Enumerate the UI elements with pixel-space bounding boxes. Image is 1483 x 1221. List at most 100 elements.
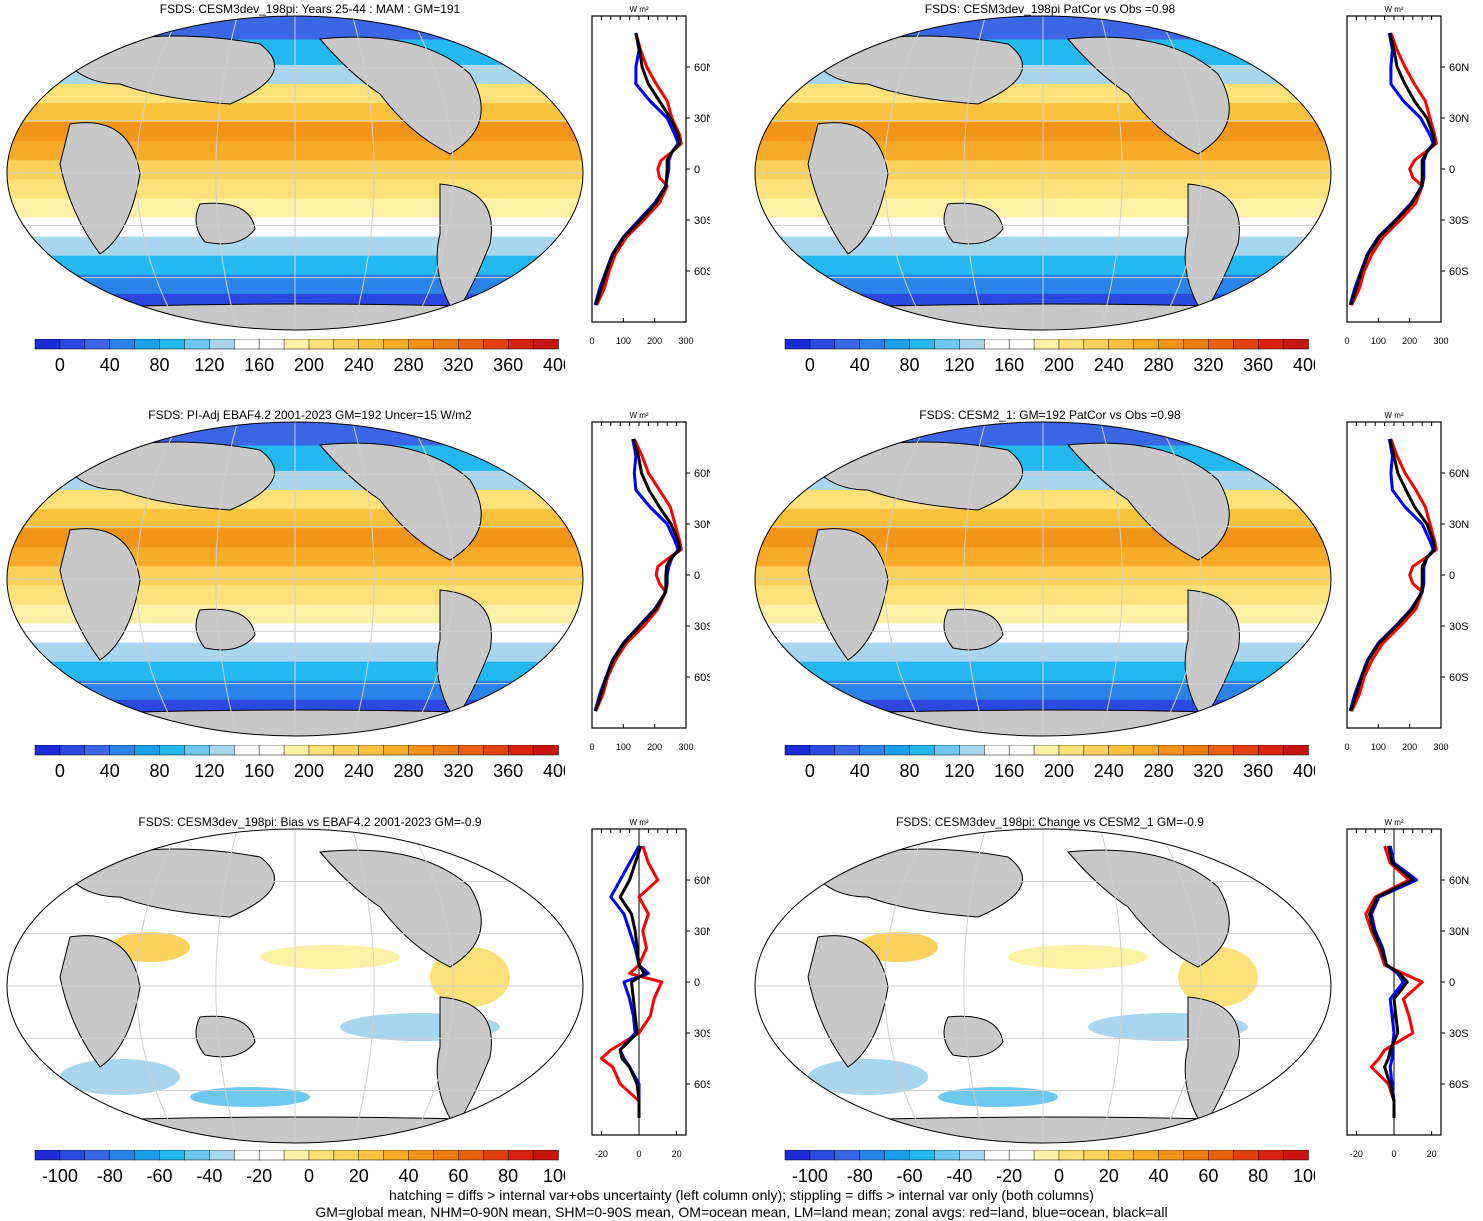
colorbar-swatch	[109, 745, 136, 756]
footer-line-2: GM=global mean, NHM=0-90N mean, SHM=0-90…	[315, 1204, 1168, 1220]
zonal-unit-label: W m²	[629, 411, 648, 420]
zonal-mean-plot: W m² 60N 30N 0 30S 60S 0 100 200 300	[1344, 5, 1469, 346]
series-line-all	[1349, 438, 1437, 712]
colorbar-swatch	[1083, 745, 1110, 756]
colorbar-swatch	[184, 339, 211, 350]
colorbar-swatch	[308, 745, 335, 756]
colorbar-tick-label: 0	[805, 761, 815, 781]
colorbar-swatch	[1282, 745, 1309, 756]
colorbar-swatch	[1257, 1150, 1284, 1161]
colorbar-swatch	[1008, 745, 1035, 756]
longitude-line	[1100, 422, 1123, 736]
colorbar-swatch	[507, 339, 534, 350]
colorbar-tick-label: 0	[55, 761, 65, 781]
map-border	[6, 15, 584, 331]
colorbar-swatch	[909, 339, 936, 350]
x-tick-label: 0	[1391, 1149, 1396, 1159]
colorbar-swatch	[1233, 745, 1259, 756]
lat-tick-label: 0	[694, 164, 700, 176]
zonal-unit-label: W m²	[629, 5, 648, 14]
anomaly-patch	[190, 1087, 310, 1107]
colorbar-swatch	[233, 339, 260, 350]
colorbar-swatch	[1033, 1150, 1060, 1161]
colorbar-swatch	[859, 745, 886, 756]
lat-tick-label: 0	[694, 977, 700, 989]
colorbar-tick-label: 360	[1243, 355, 1273, 375]
longitude-line	[963, 829, 986, 1143]
colorbar-tick-label: 360	[493, 761, 523, 781]
colorbar-swatch	[1208, 745, 1235, 756]
longitude-line	[136, 16, 181, 330]
land-mass	[318, 36, 482, 155]
colorbar-swatch	[959, 745, 985, 756]
map-plot	[754, 421, 1332, 737]
longitude-line	[1100, 829, 1123, 1143]
land-mass	[807, 122, 889, 255]
colorbar-swatch	[458, 745, 485, 756]
colorbar-swatch	[383, 745, 410, 756]
land-mass	[807, 35, 1024, 105]
x-tick-label: 100	[616, 742, 631, 752]
colorbar-swatch	[834, 745, 861, 756]
longitude-line	[1157, 422, 1202, 736]
colorbar-tick-label: 400	[1293, 355, 1315, 375]
x-tick-label: 0	[589, 336, 594, 346]
longitude-line	[884, 422, 929, 736]
longitude-line	[1100, 16, 1123, 330]
colorbar-tick-label: 20	[349, 1166, 369, 1186]
colorbar-swatch	[934, 1150, 961, 1161]
colorbar-tick-label: 40	[100, 761, 120, 781]
longitude-line	[352, 16, 375, 330]
land-mass	[318, 442, 482, 561]
x-tick-label: 100	[616, 336, 631, 346]
land-mass	[943, 1015, 1004, 1058]
colorbar-swatch	[983, 745, 1010, 756]
colorbar-tick-label: 0	[805, 355, 815, 375]
series-line-land	[1350, 32, 1438, 306]
lat-tick-label: 60S	[694, 1079, 710, 1091]
colorbar-tick-label: -60	[897, 1166, 923, 1186]
land-mass	[59, 122, 141, 255]
colorbar-swatch	[784, 339, 811, 350]
colorbar-swatch	[433, 339, 460, 350]
panel-title: FSDS: CESM3dev_198pi PatCor vs Obs =0.98	[924, 2, 1176, 16]
panel-title: FSDS: CESM3dev_198pi: Bias vs EBAF4.2 20…	[138, 815, 482, 829]
lat-tick-label: 30S	[694, 621, 710, 633]
colorbar-swatch	[84, 339, 111, 350]
colorbar-swatch	[1058, 1150, 1085, 1161]
colorbar-tick-label: 240	[344, 761, 374, 781]
colorbar-tick-label: 240	[1094, 761, 1124, 781]
colorbar-swatch	[1183, 339, 1210, 350]
colorbar-swatch	[959, 1150, 985, 1161]
colorbar-swatch	[507, 1150, 534, 1161]
colorbar-swatch	[159, 745, 186, 756]
colorbar-tick-label: 40	[1149, 1166, 1169, 1186]
panel-title: FSDS: CESM3dev_198pi: Change vs CESM2_1 …	[896, 815, 1204, 829]
colorbar-tick-label: 40	[850, 355, 870, 375]
land-mass	[39, 709, 561, 736]
colorbar-tick-label: 320	[1193, 355, 1223, 375]
colorbar-swatch	[1108, 339, 1135, 350]
lat-tick-label: 30N	[694, 113, 710, 125]
lat-tick-label: 60S	[1449, 1079, 1469, 1091]
x-tick-label: 0	[589, 742, 594, 752]
lat-tick-label: 60N	[694, 62, 710, 74]
land-mass	[807, 528, 889, 661]
colorbar-tick-label: 0	[55, 355, 65, 375]
lat-tick-label: 0	[1449, 164, 1455, 176]
zonal-mean-plot: W m² 60N 30N 0 30S 60S -20 0 20	[1346, 818, 1469, 1159]
series-line-land	[1350, 438, 1438, 712]
colorbar-swatch	[1133, 339, 1160, 350]
map-field	[755, 829, 1331, 1143]
land-mass	[195, 608, 256, 651]
colorbar-tick-label: -20	[996, 1166, 1022, 1186]
longitude-line	[136, 422, 181, 736]
colorbar-tick-label: 320	[443, 355, 473, 375]
colorbar-swatch	[909, 745, 936, 756]
map-plot	[6, 421, 584, 737]
colorbar-swatch	[209, 745, 235, 756]
colorbar-tick-label: 320	[443, 761, 473, 781]
colorbar-swatch	[59, 339, 86, 350]
land-mass	[436, 183, 492, 315]
colorbar-swatch	[59, 745, 86, 756]
